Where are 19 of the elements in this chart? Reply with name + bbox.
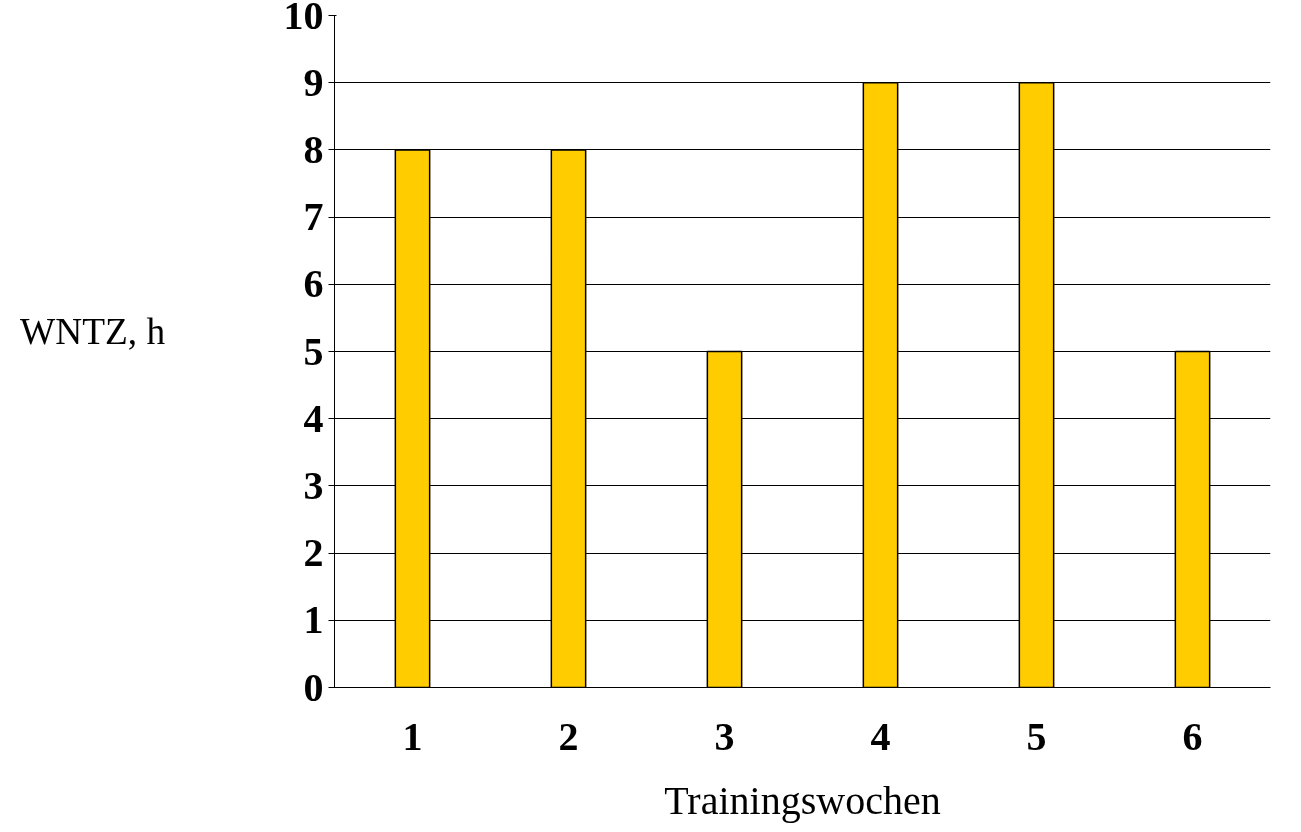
- y-tick-label: 8: [303, 126, 324, 172]
- y-tick-label: 7: [303, 194, 324, 240]
- y-tick-label: 10: [283, 0, 324, 38]
- x-tick-label: 2: [558, 713, 579, 759]
- y-tick-label: 0: [303, 664, 324, 710]
- x-axis-title: Trainingswochen: [664, 777, 941, 823]
- y-tick-label: 1: [303, 597, 324, 643]
- y-tick-label: 3: [303, 462, 324, 508]
- y-axis-title: WNTZ, h: [20, 310, 166, 354]
- y-tick-label: 9: [303, 59, 324, 105]
- x-tick-label: 6: [1182, 713, 1203, 759]
- x-tick-label: 3: [714, 713, 735, 759]
- x-tick-label: 1: [402, 713, 423, 759]
- x-tick-label: 4: [870, 713, 891, 759]
- x-tick-label: 5: [1026, 713, 1047, 759]
- y-tick-label: 4: [303, 395, 324, 441]
- y-tick-label: 6: [303, 261, 324, 307]
- y-tick-label: 5: [303, 328, 324, 374]
- y-tick-label: 2: [303, 530, 324, 576]
